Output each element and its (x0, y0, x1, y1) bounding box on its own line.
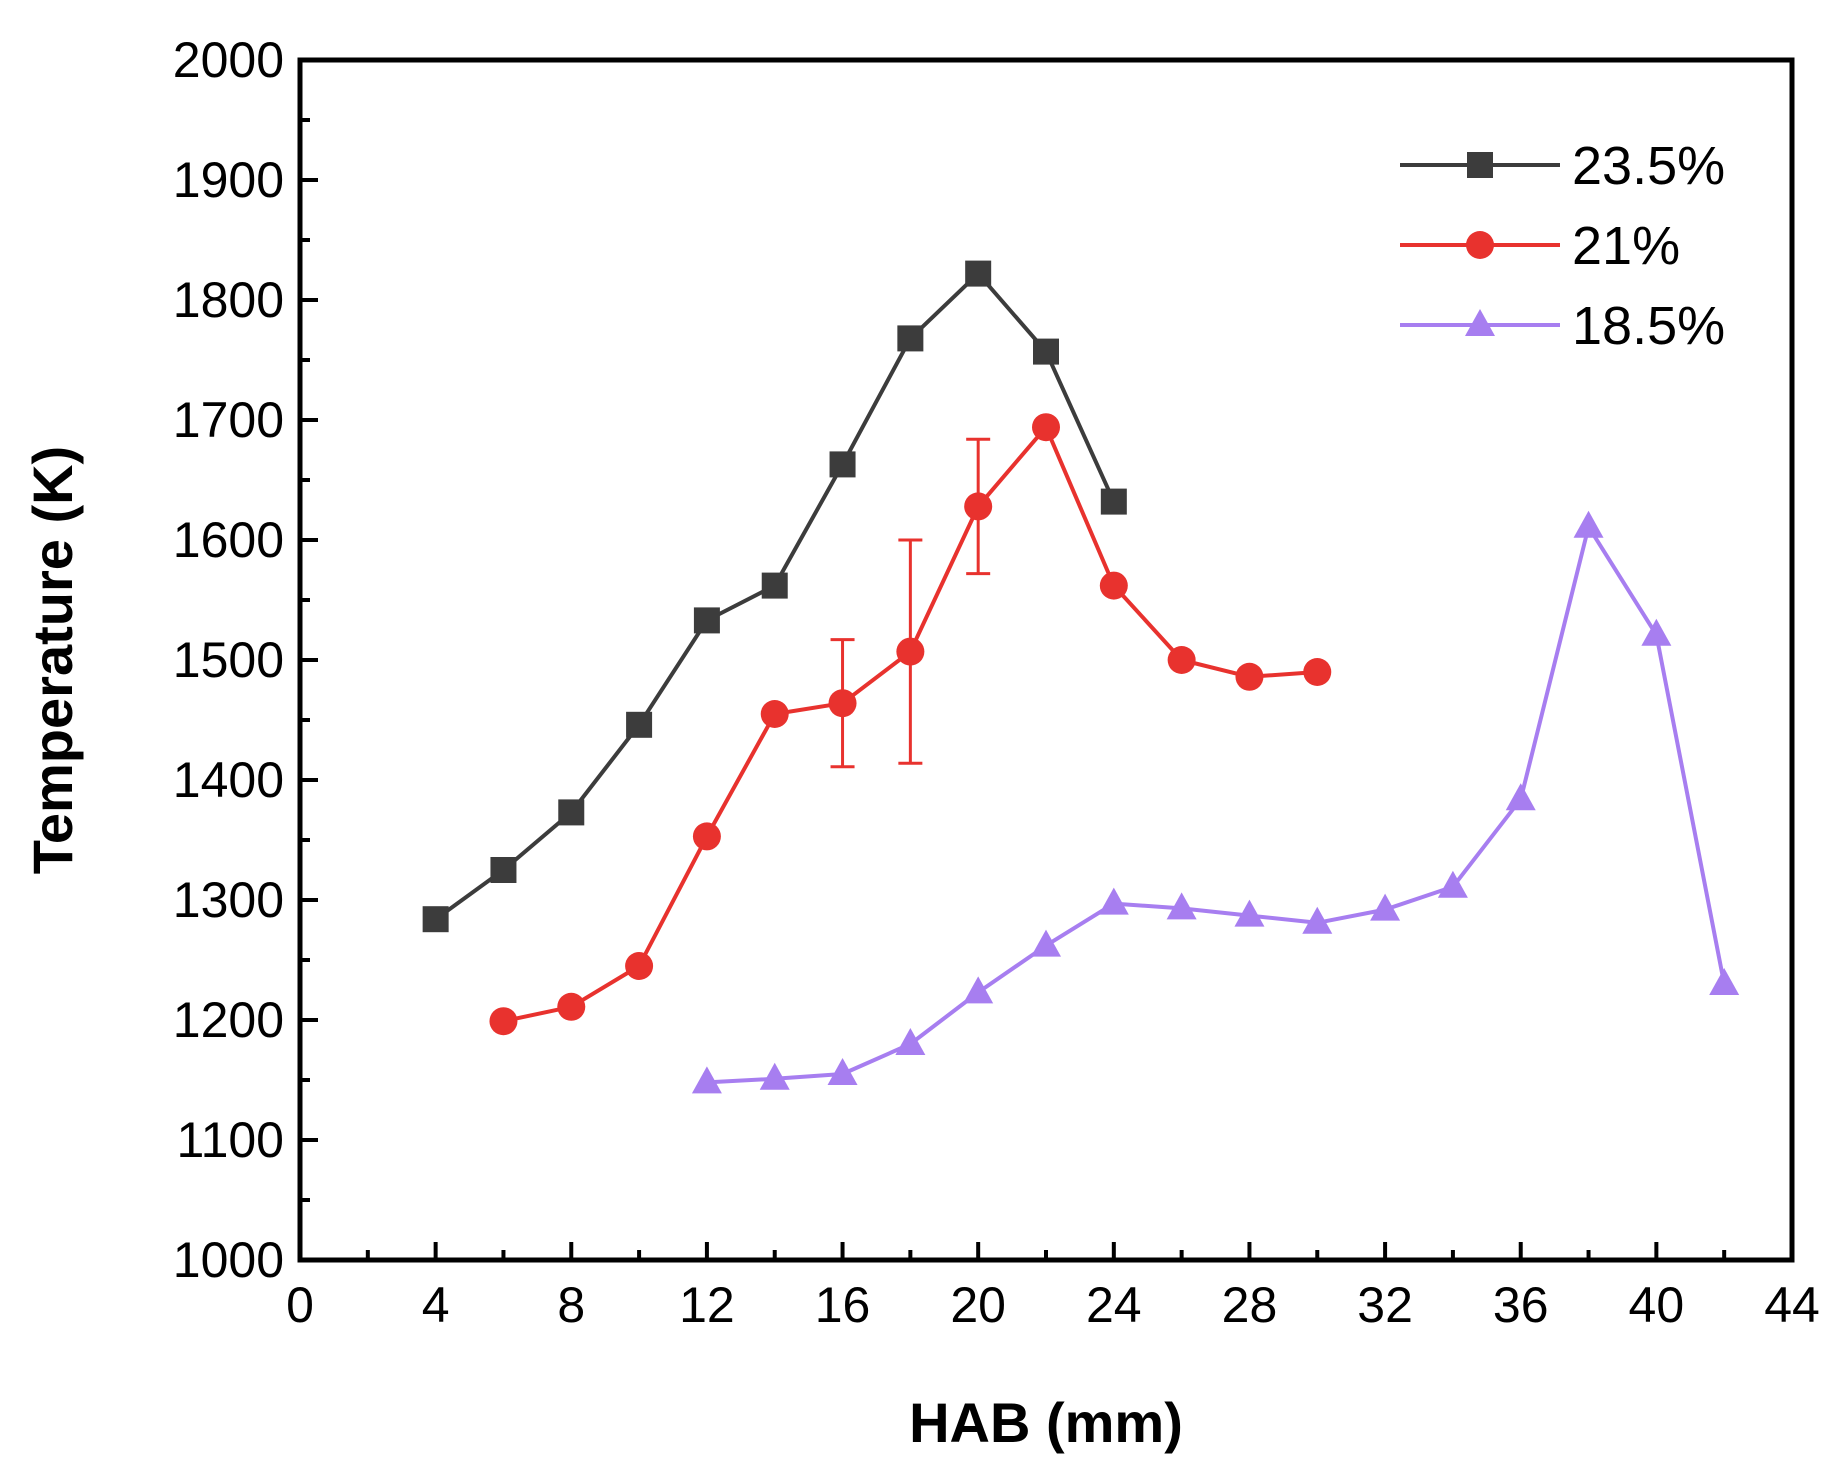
y-tick-label: 1300 (173, 872, 284, 928)
data-point (693, 607, 720, 634)
data-point (964, 492, 993, 521)
data-point (1099, 571, 1128, 600)
series-18-5- (691, 510, 1740, 1094)
data-point (691, 1066, 722, 1094)
data-point (1166, 892, 1197, 920)
data-point (1032, 413, 1060, 442)
y-tick-label: 1200 (173, 992, 284, 1048)
series-23-5- (422, 260, 1127, 933)
y-tick-label: 1900 (173, 152, 284, 208)
legend-marker (1466, 231, 1494, 259)
data-point (1303, 658, 1332, 686)
data-point (1641, 618, 1672, 646)
y-tick-label: 2000 (173, 32, 284, 88)
x-tick-label: 12 (679, 1277, 735, 1333)
data-point (557, 992, 586, 1021)
data-point (1167, 646, 1196, 674)
series-line (706, 524, 1727, 1085)
x-tick-label: 20 (950, 1277, 1006, 1333)
data-point (422, 906, 449, 933)
legend-label: 21% (1572, 216, 1680, 276)
data-point (626, 711, 653, 738)
data-point (895, 1028, 926, 1055)
axes: 0 4 8 12 16 20 24 28 32 36 40 44 1000 1100 1200 1300 140… (173, 32, 1820, 1333)
legend-marker (1465, 309, 1495, 336)
x-tick-label: 36 (1493, 1277, 1549, 1333)
y-tick-label: 1500 (173, 632, 284, 688)
data-point (963, 976, 994, 1004)
data-point (1098, 887, 1129, 915)
y-tick-label: 1800 (173, 272, 284, 328)
x-tick-label: 0 (286, 1277, 314, 1333)
data-point (760, 700, 789, 728)
data-point (1100, 488, 1127, 515)
plot-frame (297, 57, 1795, 1263)
data-point (625, 952, 654, 980)
x-tick-label: 32 (1357, 1277, 1413, 1333)
data-point (897, 325, 924, 352)
data-point (1370, 893, 1401, 921)
data-point (829, 451, 856, 478)
legend-label: 18.5% (1572, 296, 1725, 356)
x-axis-title: HAB (mm) (909, 1391, 1183, 1454)
x-tick-label: 28 (1222, 1277, 1278, 1333)
y-tick-label: 1000 (173, 1232, 284, 1288)
data-point (1709, 968, 1740, 995)
data-point (692, 822, 721, 851)
data-point (1302, 906, 1333, 934)
y-tick-label: 1600 (173, 512, 284, 568)
series-group (422, 260, 1740, 1094)
data-point (759, 1062, 790, 1090)
data-point (965, 260, 992, 287)
x-tick-label: 44 (1764, 1277, 1820, 1333)
x-tick-label: 16 (815, 1277, 871, 1333)
data-point (1505, 783, 1536, 811)
legend-label: 23.5% (1572, 136, 1725, 196)
data-point (896, 637, 925, 666)
data-point (1234, 899, 1265, 927)
y-tick-label: 1700 (173, 392, 284, 448)
y-tick-label: 1400 (173, 752, 284, 808)
x-tick-label: 8 (557, 1277, 585, 1333)
data-point (1573, 510, 1604, 538)
x-tick-label: 40 (1629, 1277, 1685, 1333)
data-point (1235, 662, 1264, 691)
x-tick-label: 24 (1086, 1277, 1142, 1333)
data-point (489, 1007, 518, 1036)
legend: 23.5% 21% 18.5% (1400, 136, 1725, 356)
y-tick-label: 1100 (176, 1112, 284, 1168)
series-21- (489, 413, 1332, 1036)
data-point (1031, 929, 1061, 957)
data-point (558, 799, 585, 826)
x-tick-label: 4 (422, 1277, 450, 1333)
y-axis-title: Temperature (K) (21, 446, 84, 874)
data-point (490, 857, 517, 883)
data-point (761, 572, 788, 599)
data-point (828, 689, 857, 718)
legend-marker (1467, 152, 1493, 178)
data-point (827, 1058, 858, 1085)
data-point (1437, 870, 1468, 898)
data-point (1033, 338, 1059, 365)
